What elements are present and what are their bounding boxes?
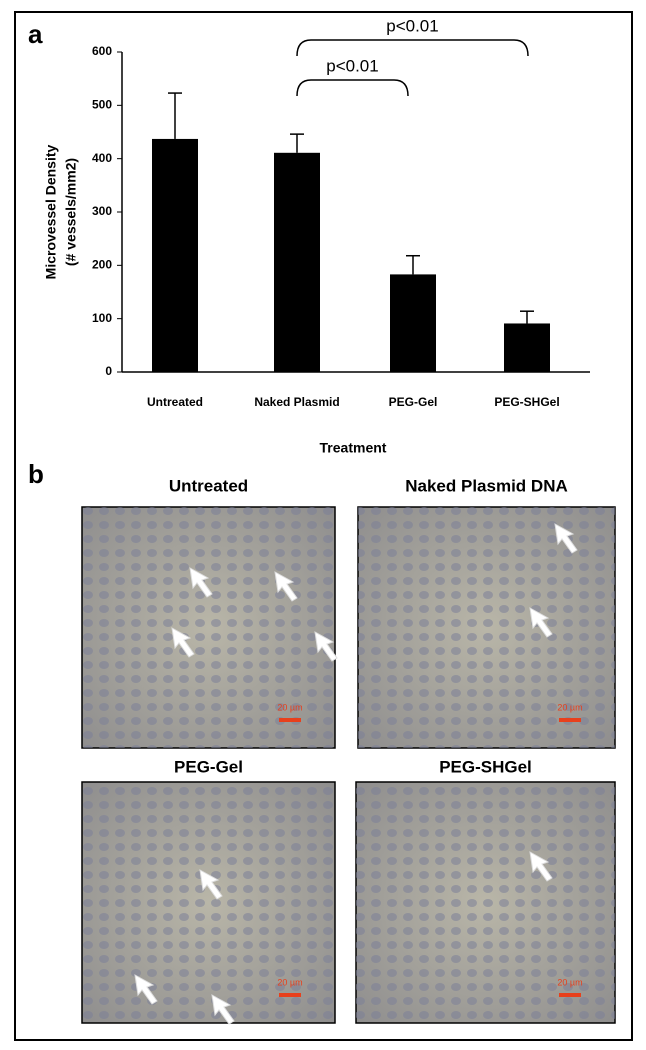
x-tick-label: PEG-Gel bbox=[389, 395, 438, 409]
arrow bbox=[189, 567, 213, 598]
scale-bar bbox=[279, 993, 301, 997]
y-tick-label: 600 bbox=[92, 44, 112, 58]
arrow bbox=[211, 994, 235, 1025]
y-axis-label: Microvessel Density bbox=[43, 144, 59, 279]
micrograph-title: Naked Plasmid DNA bbox=[405, 476, 568, 495]
micrograph-title: PEG-Gel bbox=[174, 757, 243, 776]
arrow bbox=[314, 631, 338, 662]
y-tick-label: 400 bbox=[92, 151, 112, 165]
y-tick-label: 500 bbox=[92, 98, 112, 112]
panel-label: b bbox=[28, 459, 44, 489]
micrograph-texture bbox=[82, 507, 335, 748]
arrow bbox=[554, 523, 578, 554]
micrograph-title: Untreated bbox=[169, 476, 248, 495]
arrow bbox=[274, 571, 298, 602]
arrow bbox=[199, 869, 223, 900]
micrograph-title: PEG-SHGel bbox=[439, 757, 532, 776]
scale-label: 20 µm bbox=[557, 702, 582, 712]
figure-border bbox=[14, 11, 633, 1041]
x-tick-label: Naked Plasmid bbox=[254, 395, 339, 409]
y-tick-label: 0 bbox=[105, 364, 112, 378]
y-tick-label: 100 bbox=[92, 311, 112, 325]
error-bar bbox=[290, 133, 304, 153]
bar bbox=[274, 152, 320, 372]
bar bbox=[152, 138, 198, 372]
arrow bbox=[529, 607, 553, 638]
significance-label: p<0.01 bbox=[326, 56, 378, 75]
significance-bracket bbox=[296, 39, 529, 57]
scale-label: 20 µm bbox=[277, 702, 302, 712]
significance-bracket bbox=[296, 79, 409, 97]
scale-label: 20 µm bbox=[277, 977, 302, 987]
panel-label: a bbox=[28, 19, 43, 49]
x-tick-label: PEG-SHGel bbox=[494, 395, 559, 409]
error-bar bbox=[168, 92, 182, 139]
scale-bar bbox=[559, 993, 581, 997]
error-bar bbox=[406, 254, 420, 275]
scale-label: 20 µm bbox=[557, 977, 582, 987]
micrograph-texture bbox=[82, 782, 335, 1023]
x-axis-label: Treatment bbox=[320, 440, 387, 456]
micrograph-texture bbox=[356, 782, 615, 1023]
y-axis-label: (# vessels/mm2) bbox=[63, 158, 79, 266]
y-tick-label: 200 bbox=[92, 258, 112, 272]
arrow bbox=[171, 627, 195, 658]
x-tick-label: Untreated bbox=[147, 395, 203, 409]
error-bar bbox=[520, 310, 534, 324]
scale-bar bbox=[559, 718, 581, 722]
scale-bar bbox=[279, 718, 301, 722]
bar bbox=[390, 274, 436, 372]
arrow bbox=[529, 851, 553, 882]
arrow bbox=[134, 974, 158, 1005]
y-tick-label: 300 bbox=[92, 204, 112, 218]
significance-label: p<0.01 bbox=[386, 16, 438, 35]
bar bbox=[504, 323, 550, 372]
